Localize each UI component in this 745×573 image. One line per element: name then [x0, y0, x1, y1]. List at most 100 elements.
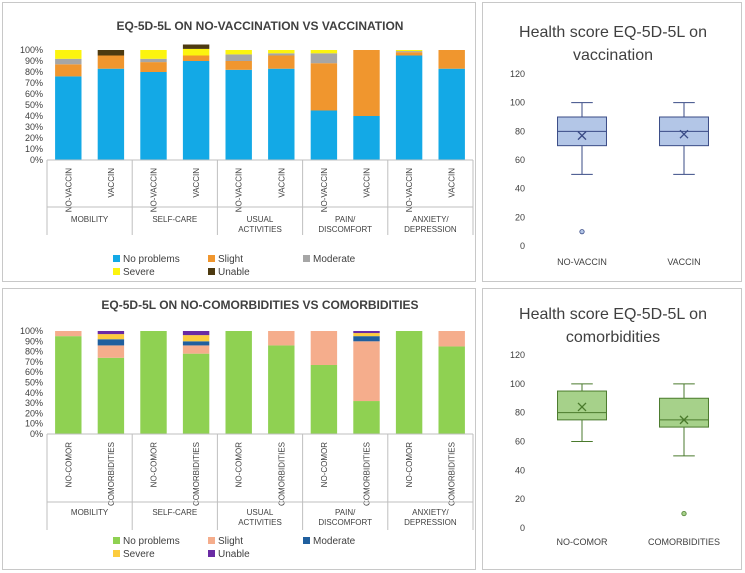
category-label: COMORBIDITIES [192, 442, 201, 506]
legend-label: Unable [218, 549, 250, 560]
group-label: DISCOMFORT [318, 518, 372, 527]
y-tick-label: 100% [20, 326, 43, 336]
bar-segment-no-problems [310, 110, 338, 160]
bar-segment-no-problems [55, 336, 82, 434]
bar-segment-moderate [310, 53, 338, 64]
bar-segment-unable [182, 44, 210, 49]
bar-segment-slight [55, 64, 82, 77]
bar-segment-severe [97, 334, 125, 340]
bar-segment-slight [97, 345, 125, 358]
category-label: VACCIN [448, 168, 457, 198]
legend-swatch [208, 537, 215, 544]
chart-title: EQ-5D-5L ON NO-COMORBIDITIES VS COMORBID… [101, 298, 418, 312]
group-label: PAIN/ [335, 215, 356, 224]
legend-swatch [303, 255, 310, 262]
chart-title-line: vaccination [573, 47, 653, 64]
y-tick-label: 50% [25, 378, 43, 388]
legend-label: Slight [218, 254, 243, 265]
bar-segment-slight [438, 50, 465, 69]
legend-label: Unable [218, 267, 250, 278]
comorbidities-bar-chart-panel: EQ-5D-5L ON NO-COMORBIDITIES VS COMORBID… [2, 288, 476, 570]
category-label: NO-COMOR [320, 442, 329, 488]
vaccination-bar-chart: EQ-5D-5L ON NO-VACCINATION VS VACCINATIO… [20, 19, 474, 278]
category-label: COMORBIDITIES [363, 442, 372, 506]
vaccination-bar-chart-panel: EQ-5D-5L ON NO-VACCINATION VS VACCINATIO… [2, 2, 476, 282]
category-label: COMORBIDITIES [648, 537, 720, 547]
vaccination-box-plot-panel: Health score EQ-5D-5L on vaccination 0 20 40… [482, 2, 742, 282]
bar-segment-unable [182, 331, 210, 336]
legend-swatch [208, 550, 215, 557]
chart-title: EQ-5D-5L ON NO-VACCINATION VS VACCINATIO… [117, 19, 404, 33]
box-iqr [557, 390, 607, 421]
bar-segment-slight [353, 341, 380, 402]
y-tick-label: 20 [515, 494, 525, 504]
y-tick-label: 40% [25, 388, 43, 398]
chart-title-line: comorbidities [566, 329, 660, 346]
group-label: DEPRESSION [404, 225, 457, 234]
y-tick-label: 70% [25, 357, 43, 367]
bar-segment-no-problems [55, 76, 82, 160]
bar-segment-moderate [395, 51, 423, 53]
bar-segment-severe [353, 333, 380, 337]
legend-swatch [208, 268, 215, 275]
comorbidities-bar-chart: EQ-5D-5L ON NO-COMORBIDITIES VS COMORBID… [20, 298, 474, 560]
group-label: DISCOMFORT [318, 225, 372, 234]
bar-segment-slight [225, 61, 252, 70]
bar-segment-slight [97, 55, 125, 69]
bar-segment-slight [268, 55, 295, 69]
bar-segment-slight [438, 331, 465, 347]
bar-segment-slight [353, 50, 380, 116]
bar-segment-severe [225, 50, 252, 55]
bar-segment-no-problems [268, 68, 295, 160]
category-label: COMORBIDITIES [448, 442, 457, 506]
legend-label: Severe [123, 549, 155, 560]
group-label: MOBILITY [71, 215, 109, 224]
y-tick-label: 100 [510, 98, 525, 108]
bar-segment-slight [310, 63, 338, 111]
category-label: VACCIN [667, 257, 700, 267]
bar-segment-slight [182, 345, 210, 354]
comorbidities-box-plot-panel: Health score EQ-5D-5L on comorbidities 0 20… [482, 288, 742, 570]
group-label: ACTIVITIES [238, 225, 282, 234]
y-tick-label: 10% [25, 144, 43, 154]
y-tick-label: 10% [25, 419, 43, 429]
category-label: NO-VACCIN [557, 257, 607, 267]
y-tick-label: 80 [515, 408, 525, 418]
bar-segment-no-problems [182, 353, 210, 434]
bar-segment-no-problems [268, 345, 295, 434]
bar-segment-slight [310, 331, 338, 365]
legend-label: Moderate [313, 536, 356, 547]
category-label: NO-COMOR [405, 442, 414, 488]
y-tick-label: 60 [515, 437, 525, 447]
group-label: DEPRESSION [404, 518, 457, 527]
bar-segment-no-problems [353, 401, 380, 434]
group-label: SELF-CARE [152, 215, 197, 224]
legend-label: Slight [218, 536, 243, 547]
bar-segment-no-problems [225, 331, 252, 434]
box-iqr [659, 397, 709, 428]
bar-segment-no-problems [310, 364, 338, 434]
y-tick-label: 20% [25, 408, 43, 418]
category-label: NO-COMOR [235, 442, 244, 488]
y-tick-label: 0 [520, 523, 525, 533]
y-tick-label: 20% [25, 133, 43, 143]
category-label: NO-VACCIN [64, 168, 73, 213]
category-label: NO-VACCIN [235, 168, 244, 213]
y-tick-label: 40 [515, 465, 525, 475]
bar-segment-slight [182, 55, 210, 61]
bar-segment-severe [310, 50, 338, 54]
legend-label: Moderate [313, 254, 356, 265]
y-tick-label: 40% [25, 111, 43, 121]
chart-title-line: Health score EQ-5D-5L on [519, 24, 707, 41]
y-tick-label: 120 [510, 69, 525, 79]
bar-segment-moderate [353, 336, 380, 342]
y-tick-label: 80% [25, 347, 43, 357]
y-tick-label: 30% [25, 122, 43, 132]
bar-segment-no-problems [182, 61, 210, 160]
category-label: VACCIN [192, 168, 201, 198]
vaccination-box-plot: Health score EQ-5D-5L on vaccination 0 20 40… [510, 24, 709, 267]
bar-segment-no-problems [140, 72, 167, 160]
bar-segment-no-problems [225, 69, 252, 160]
bar-segment-slight [55, 331, 82, 337]
category-label: NO-COMOR [150, 442, 159, 488]
